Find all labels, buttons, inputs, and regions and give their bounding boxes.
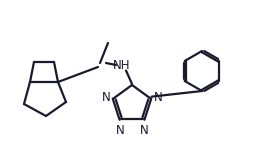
Text: N: N bbox=[101, 91, 110, 104]
Text: N: N bbox=[115, 124, 124, 137]
Text: N: N bbox=[154, 91, 163, 104]
Text: N: N bbox=[140, 124, 148, 137]
Text: NH: NH bbox=[113, 58, 131, 72]
